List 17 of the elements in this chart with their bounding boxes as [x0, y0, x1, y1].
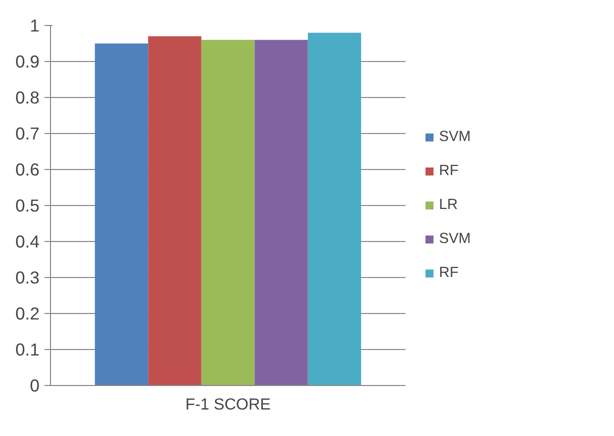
- legend-label: RF: [439, 265, 459, 281]
- legend-label: LR: [439, 197, 459, 213]
- y-tick-label: 0.9: [15, 52, 40, 72]
- y-tick-label: 0.8: [15, 88, 40, 108]
- y-tick-label: 0.5: [15, 196, 40, 216]
- y-tick-label: 0.7: [15, 124, 40, 144]
- y-tick-label: 1: [30, 16, 40, 36]
- y-tick-label: 0.2: [15, 304, 40, 324]
- y-tick-label: 0.1: [15, 340, 40, 360]
- y-tick-label: 0.3: [15, 268, 40, 288]
- legend-label: SVM: [439, 231, 471, 247]
- x-tick-label: F-1 SCORE: [185, 396, 271, 414]
- legend-label: RF: [439, 163, 459, 179]
- y-tick-label: 0.4: [15, 232, 40, 252]
- y-tick-label: 0.6: [15, 160, 40, 180]
- legend-label: SVM: [439, 129, 471, 145]
- y-tick-label: 0: [30, 376, 40, 396]
